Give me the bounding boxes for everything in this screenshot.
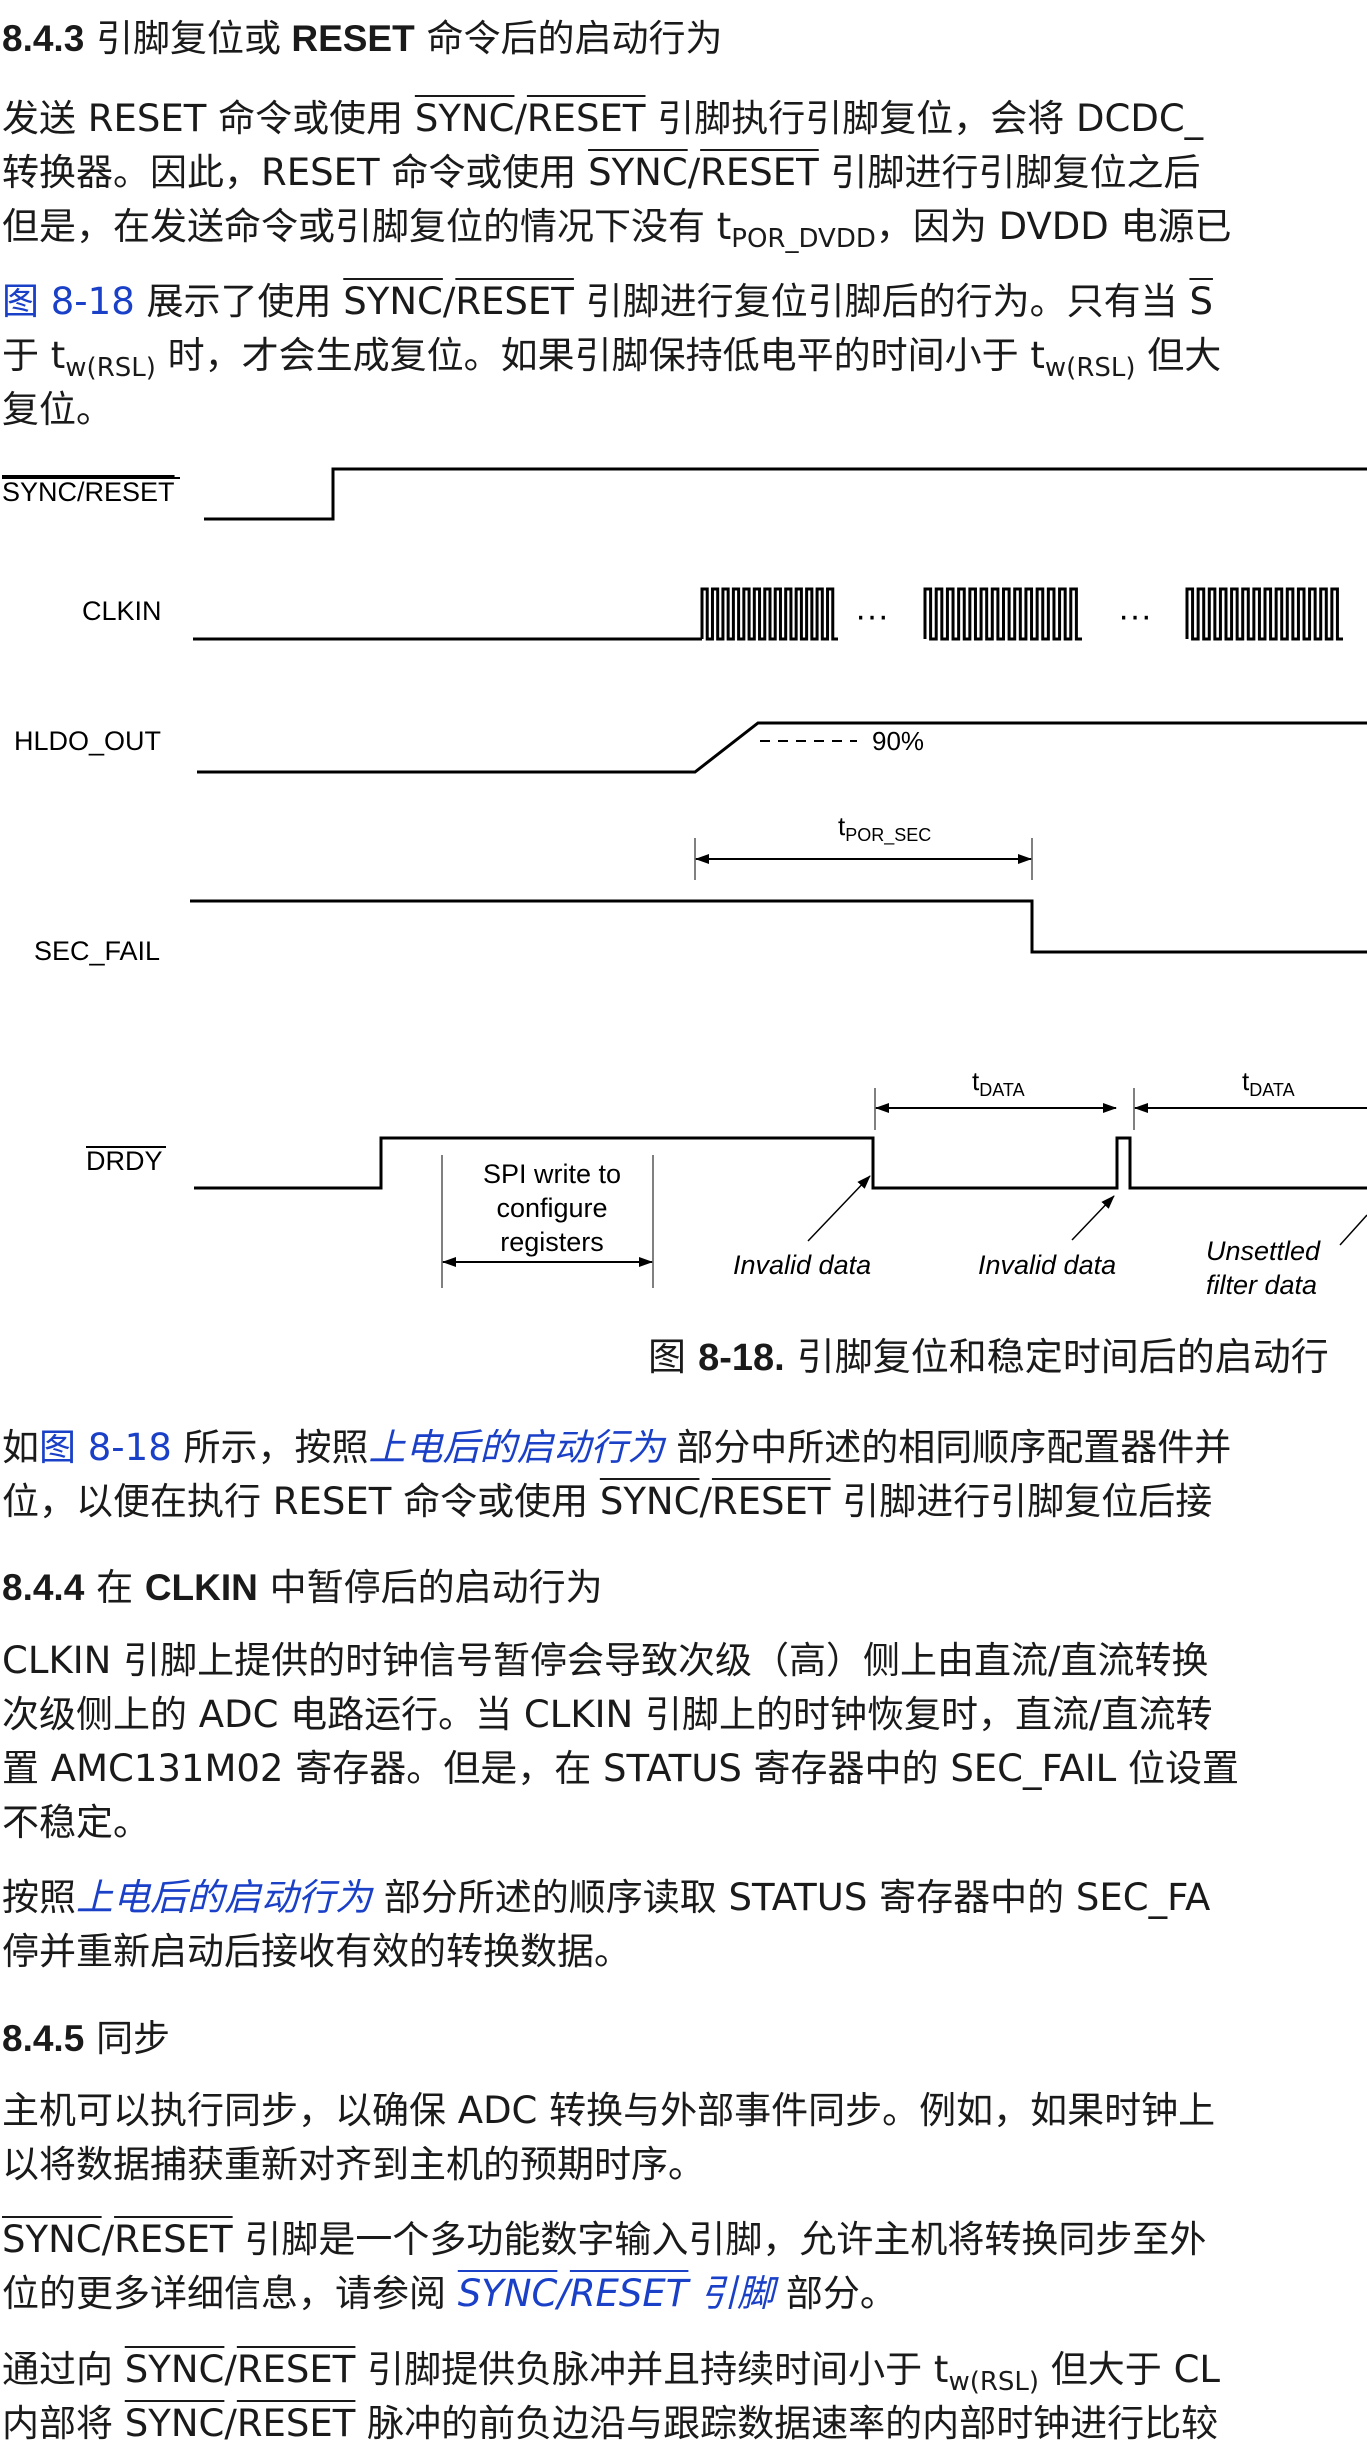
text-line: SYNC/RESET 引脚是一个多功能数字输入引脚，允许主机将转换同步至外 xyxy=(2,2218,1207,2261)
text-line: 主机可以执行同步，以确保 ADC 转换与外部事件同步。例如，如果时钟上 xyxy=(2,2089,1216,2132)
section-link[interactable]: SYNC/RESET 引脚 xyxy=(457,2272,775,2315)
spi-note-line1: SPI write to xyxy=(483,1159,621,1189)
text-line: 不稳定。 xyxy=(2,1801,150,1844)
text-line: 按照上电后的启动行为 部分所述的顺序读取 STATUS 寄存器中的 SEC_FA xyxy=(2,1876,1211,1919)
text-line: 次级侧上的 ADC 电路运行。当 CLKIN 引脚上的时钟恢复时，直流/直流转 xyxy=(2,1693,1213,1736)
text-line: 通过向 SYNC/RESET 引脚提供负脉冲并且持续时间小于 tw(RSL) 但… xyxy=(2,2348,1221,2397)
spi-note-line2: configure xyxy=(496,1193,607,1223)
invalid-data-label-2: Invalid data xyxy=(978,1250,1116,1280)
signal-label-drdy: DRDY xyxy=(86,1146,163,1176)
text-line: 位，以便在执行 RESET 命令或使用 SYNC/RESET 引脚进行引脚复位后… xyxy=(2,1480,1213,1523)
heading-text: 命令后的启动行为 xyxy=(426,17,723,60)
invalid-data-pointer-2 xyxy=(1071,1195,1115,1241)
unsettled-pointer xyxy=(1339,1214,1367,1246)
hldo-out-waveform xyxy=(197,721,1367,774)
clkin-pulses-3 xyxy=(1185,587,1343,641)
sec-fail-waveform xyxy=(190,899,1367,954)
section-heading-8-4-4: 8.4.4 在 CLKIN 中暂停后的启动行为 xyxy=(2,1566,603,1609)
t-data-label-2: tDATA xyxy=(1242,1066,1295,1100)
text-line: 如图 8-18 所示，按照上电后的启动行为 部分中所述的相同顺序配置器件并 xyxy=(2,1426,1232,1469)
clkin-ellipsis-1: ··· xyxy=(855,597,889,635)
spi-note-line3: registers xyxy=(500,1227,604,1257)
section-link[interactable]: 上电后的启动行为 xyxy=(368,1426,665,1469)
clkin-pulses-2 xyxy=(923,587,1082,641)
text-line: 图 8-18 展示了使用 SYNC/RESET 引脚进行复位引脚后的行为。只有当… xyxy=(2,280,1213,323)
heading-keyword: RESET xyxy=(291,18,415,59)
unsettled-label-line2: filter data xyxy=(1206,1270,1317,1300)
text-line: 转换器。因此，RESET 命令或使用 SYNC/RESET 引脚进行引脚复位之后 xyxy=(2,151,1201,194)
invalid-data-pointer-1 xyxy=(807,1175,871,1242)
invalid-data-label-1: Invalid data xyxy=(733,1250,871,1280)
figure-link[interactable]: 图 8-18 xyxy=(39,1426,172,1469)
t-por-sec-label: tPOR_SEC xyxy=(838,811,931,846)
signal-label-clkin: CLKIN xyxy=(82,596,162,626)
text-line: 复位。 xyxy=(2,388,113,431)
section-heading-8-4-3: 8.4.3 引脚复位或 RESET 命令后的启动行为 xyxy=(2,8,722,62)
timing-diagram: 90% SYNC/RESET CLKIN HLDO_OUT SEC_FAIL D… xyxy=(2,467,1367,1300)
drdy-waveform xyxy=(194,1136,1367,1190)
sync-reset-waveform xyxy=(204,467,1367,521)
text-line: CLKIN 引脚上提供的时钟信号暂停会导致次级（高）侧上由直流/直流转换 xyxy=(2,1639,1209,1682)
text-line: 置 AMC131M02 寄存器。但是，在 STATUS 寄存器中的 SEC_FA… xyxy=(2,1747,1240,1790)
text-line: 内部将 SYNC/RESET 脉冲的前负边沿与跟踪数据速率的内部时钟进行比较 xyxy=(2,2402,1219,2445)
text-line: 于 tw(RSL) 时，才会生成复位。如果引脚保持低电平的时间小于 tw(RSL… xyxy=(2,334,1222,383)
t-data-label-1: tDATA xyxy=(972,1066,1025,1100)
clkin-ellipsis-2: ··· xyxy=(1118,597,1152,635)
clkin-pulses-1 xyxy=(700,587,838,641)
figure-caption: 图 8-18. 引脚复位和稳定时间后的启动行 xyxy=(648,1335,1329,1379)
signal-label-sec-fail: SEC_FAIL xyxy=(34,936,160,966)
section-number: 8.4.3 xyxy=(2,18,85,59)
unsettled-label-line1: Unsettled xyxy=(1206,1236,1321,1266)
ninety-percent-label: 90% xyxy=(872,726,924,756)
figure-link[interactable]: 图 8-18 xyxy=(2,280,135,323)
text-line: 停并重新启动后接收有效的转换数据。 xyxy=(2,1930,631,1973)
signal-label-sync-reset: SYNC/RESET xyxy=(2,477,175,507)
text-line: 位的更多详细信息，请参阅 SYNC/RESET 引脚 部分。 xyxy=(2,2272,897,2315)
signal-label-hldo-out: HLDO_OUT xyxy=(14,726,161,756)
text-line: 发送 RESET 命令或使用 SYNC/RESET 引脚执行引脚复位，会将 DC… xyxy=(2,97,1204,140)
text-line: 但是，在发送命令或引脚复位的情况下没有 tPOR_DVDD，因为 DVDD 电源… xyxy=(2,205,1232,254)
section-heading-8-4-5: 8.4.5 同步 xyxy=(2,2017,171,2060)
section-link[interactable]: 上电后的启动行为 xyxy=(76,1876,372,1919)
text-line: 以将数据捕获重新对齐到主机的预期时序。 xyxy=(2,2143,705,2186)
heading-text: 引脚复位或 xyxy=(96,17,282,60)
